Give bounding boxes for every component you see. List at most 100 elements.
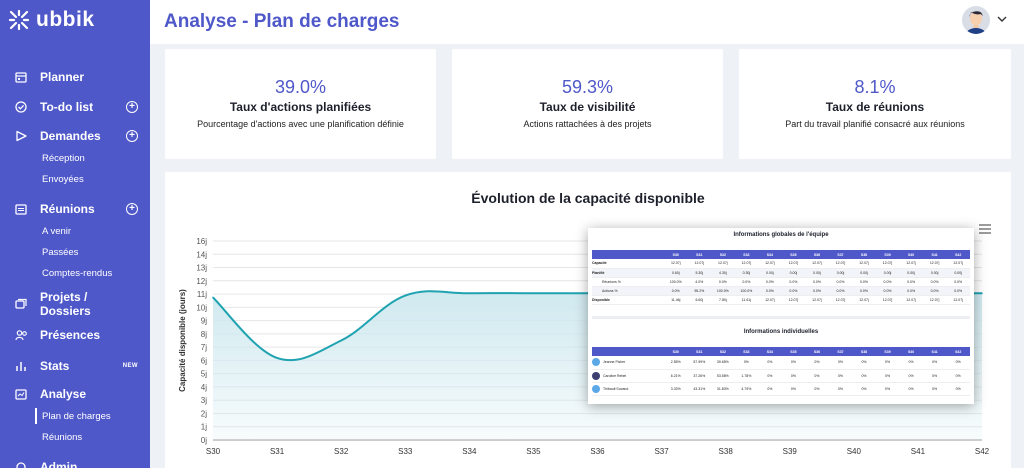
header-cell: S41 <box>922 347 947 356</box>
y-tick-label: 11j <box>197 290 207 299</box>
x-tick-label: S36 <box>590 447 605 456</box>
data-point <box>212 296 214 299</box>
table-cell: 12.07j <box>946 295 970 305</box>
sidebar-item-reunions[interactable]: Réunions + <box>14 199 138 219</box>
header-cell: S35 <box>781 347 806 356</box>
sidebar-item-label: Analyse <box>40 387 87 401</box>
sidebar-subitem-envoyees[interactable]: Envoyées <box>42 173 84 185</box>
y-tick-label: 14j <box>196 250 207 259</box>
table-cell: 12.07j <box>805 295 829 305</box>
sidebar-subitem-reception[interactable]: Réception <box>42 152 85 164</box>
header-cell: S41 <box>922 250 947 259</box>
table-row: Jeanne Fisher 2.55% 57.99% 39.65% 0% 0% 0% 0% 0%… <box>592 356 970 370</box>
chart-title: Évolution de la capacité disponible <box>471 190 705 206</box>
chevron-down-icon[interactable] <box>997 14 1007 24</box>
bar-chart-icon <box>14 359 28 373</box>
sidebar-subitem-passees[interactable]: Passées <box>42 246 79 258</box>
table-cell: 0.60j <box>664 268 688 278</box>
kpi-value: 59.3% <box>561 77 614 97</box>
kpi-description: Actions rattachées à des projets <box>523 119 652 129</box>
table-cell: 0.00j <box>946 268 970 278</box>
table-header-row: S30 S31 S32 S33 S34 S35 S36 S37 S38 S39 S40 S41 S42 <box>592 347 970 356</box>
table-cell: 6.21% <box>664 369 688 383</box>
sidebar-item-planner[interactable]: Planner <box>14 67 138 87</box>
x-tick-label: S32 <box>334 447 349 456</box>
table-cell: 12.07j <box>781 259 806 269</box>
table-cell: 11.46j <box>664 295 688 305</box>
person-name: Caroline Rebel <box>603 373 627 378</box>
sidebar-item-demandes[interactable]: Demandes + <box>14 126 138 146</box>
table-cell: 0% <box>758 382 782 396</box>
kpi-description: Pourcentage d'actions avec une planifica… <box>197 119 404 129</box>
sidebar-subitem-plan-de-charges[interactable]: Plan de charges <box>35 408 111 424</box>
table-cell: 4.0% <box>687 277 712 287</box>
sidebar-item-todo[interactable]: To-do list + <box>14 97 138 117</box>
add-reunion-icon[interactable]: + <box>126 203 138 215</box>
header-cell: S38 <box>852 347 876 356</box>
sidebar-subitem-analyse-reunions[interactable]: Réunions <box>42 431 83 443</box>
table-cell: 0.0% <box>805 286 829 296</box>
person-name: Thibault Suvand <box>603 386 629 391</box>
sidebar-item-label: Admin <box>40 460 78 468</box>
add-demande-icon[interactable]: + <box>126 130 138 142</box>
kpi-card-actions-planifiees: 39.0% Taux d'actions planifiées Pourcent… <box>165 49 436 159</box>
table-cell: 4.79% <box>734 382 759 396</box>
add-todo-icon[interactable]: + <box>126 101 138 113</box>
send-icon <box>14 129 28 143</box>
header-cell: S39 <box>875 347 900 356</box>
sidebar-subitem-a-venir[interactable]: A venir <box>42 225 72 237</box>
table-cell: 12.07j <box>758 259 782 269</box>
table-cell: 12.07j <box>899 295 923 305</box>
table-row: Thibault Suvand 3.33% 43.31% 31.83% 4.79% 0% 0… <box>592 382 970 396</box>
check-circle-icon <box>14 100 28 114</box>
sidebar-item-label: Planner <box>40 70 85 84</box>
table-cell: 0.00j <box>875 268 900 278</box>
table-cell: 12.07j <box>664 259 688 269</box>
sidebar-item-label: Présences <box>40 328 101 342</box>
x-tick-label: S30 <box>206 447 221 456</box>
avatar[interactable] <box>962 6 990 34</box>
header-cell <box>592 250 664 259</box>
kpi-description: Part du travail planifié consacré aux ré… <box>785 119 965 129</box>
y-tick-label: 12j <box>196 277 207 286</box>
table-cell: 0.0% <box>781 277 806 287</box>
x-tick-label: S37 <box>654 447 669 456</box>
header-cell: S34 <box>758 250 782 259</box>
analysis-icon <box>14 387 28 401</box>
sidebar-item-admin[interactable]: Admin <box>14 457 138 468</box>
individual-info-table: S30 S31 S32 S33 S34 S35 S36 S37 S38 S39 S40 S41 S42 J… <box>592 347 970 396</box>
table-cell: 0% <box>805 369 829 383</box>
table-cell: 0.00j <box>781 268 806 278</box>
table-cell: 0.0% <box>899 286 923 296</box>
sidebar: ubbik Planner To-do list + Demandes + Ré… <box>0 0 150 468</box>
table-cell: 0.0% <box>711 277 735 287</box>
table-cell: 0.00j <box>828 268 853 278</box>
table-row: Planifié 0.60j 5.30j 4.30j 0.30j 0.00j 0.00j 0.… <box>592 268 970 278</box>
table-cell: 0% <box>781 356 806 370</box>
kpi-card-reunions: 8.1% Taux de réunions Part du travail pl… <box>739 49 1011 159</box>
table-cell: 0.30j <box>734 268 759 278</box>
table-cell: 12.07j <box>852 295 876 305</box>
table-cell: 0.0% <box>758 277 782 287</box>
sidebar-item-analyse[interactable]: Analyse <box>14 384 138 404</box>
table-cell: 0.0% <box>922 286 947 296</box>
sidebar-subitem-comptes-rendus[interactable]: Comptes-rendus <box>42 267 113 279</box>
table-cell: 39.65% <box>711 356 735 370</box>
table-cell: 0% <box>758 356 782 370</box>
table-header-row: S30 S31 S32 S33 S34 S35 S36 S37 S38 S39 S40 S41 S42 <box>592 250 970 259</box>
x-tick-label: S42 <box>975 447 990 456</box>
table-cell: 95.2% <box>687 286 712 296</box>
person-cell: Jeanne Fisher <box>592 356 664 370</box>
y-tick-label: 16j <box>196 237 207 246</box>
hamburger-menu-icon[interactable] <box>979 224 991 234</box>
brand-logo[interactable]: ubbik <box>8 8 95 32</box>
avatar <box>592 358 600 367</box>
sidebar-item-stats[interactable]: Stats NEW <box>14 356 138 376</box>
table-cell: 0.00j <box>758 268 782 278</box>
sidebar-item-projets[interactable]: Projets / Dossiers <box>14 290 138 318</box>
y-tick-label: 10j <box>196 303 207 312</box>
sidebar-item-presences[interactable]: Présences <box>14 325 138 345</box>
table-cell: 12.07j <box>687 259 712 269</box>
table-cell: 12.07j <box>711 259 735 269</box>
table-cell: 0% <box>875 382 900 396</box>
